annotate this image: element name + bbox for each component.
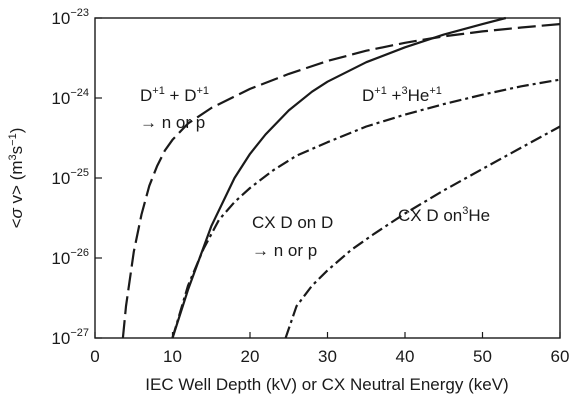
annotation-dd: D+1 + D+1 → n or p: [140, 85, 209, 132]
y-axis-ticks: 10−23 10−24 10−25 10−26 10−27: [51, 7, 102, 348]
svg-text:D+1 + D+1: D+1 + D+1: [140, 85, 209, 105]
svg-text:→ n or p: → n or p: [140, 113, 205, 132]
y-tick-label-3: 10−26: [51, 247, 89, 268]
annotation-cx-dd: CX D on D → n or p: [252, 213, 333, 260]
x-axis-label: IEC Well Depth (kV) or CX Neutral Energy…: [145, 375, 508, 394]
series-line-dd: [121, 23, 561, 339]
x-tick-label-4: 40: [396, 347, 415, 366]
series-line-cx_dd: [171, 78, 561, 339]
x-tick-label-0: 0: [90, 347, 99, 366]
annotation-dhe3: D+1 +3He+1: [362, 85, 442, 105]
annotation-cx-dhe3: CX D on3He: [398, 205, 490, 225]
y-tick-label-1: 10−24: [51, 87, 89, 108]
x-tick-label-3: 30: [318, 347, 337, 366]
svg-text:→ n or p: → n or p: [252, 241, 317, 260]
y-tick-label-0: 10−23: [51, 7, 89, 28]
series-line-dhe3: [171, 16, 507, 339]
svg-text:CX D on D: CX D on D: [252, 213, 333, 232]
series-line-cx_dhe3: [284, 125, 561, 339]
series-layer: [121, 16, 561, 339]
y-tick-label-4: 10−27: [51, 327, 89, 348]
x-axis-ticks: 0 10 20 30 40 50 60: [90, 332, 569, 366]
x-tick-label-6: 60: [551, 347, 570, 366]
x-tick-label-5: 50: [473, 347, 492, 366]
x-tick-label-2: 20: [241, 347, 260, 366]
y-tick-label-2: 10−25: [51, 167, 89, 188]
svg-text:D+1 +3He+1: D+1 +3He+1: [362, 85, 442, 105]
plot-frame: [94, 17, 561, 339]
svg-text:CX D on3He: CX D on3He: [398, 205, 490, 225]
x-tick-label-1: 10: [163, 347, 182, 366]
y-axis-label: <σ v> (m3s−1): [7, 128, 26, 229]
